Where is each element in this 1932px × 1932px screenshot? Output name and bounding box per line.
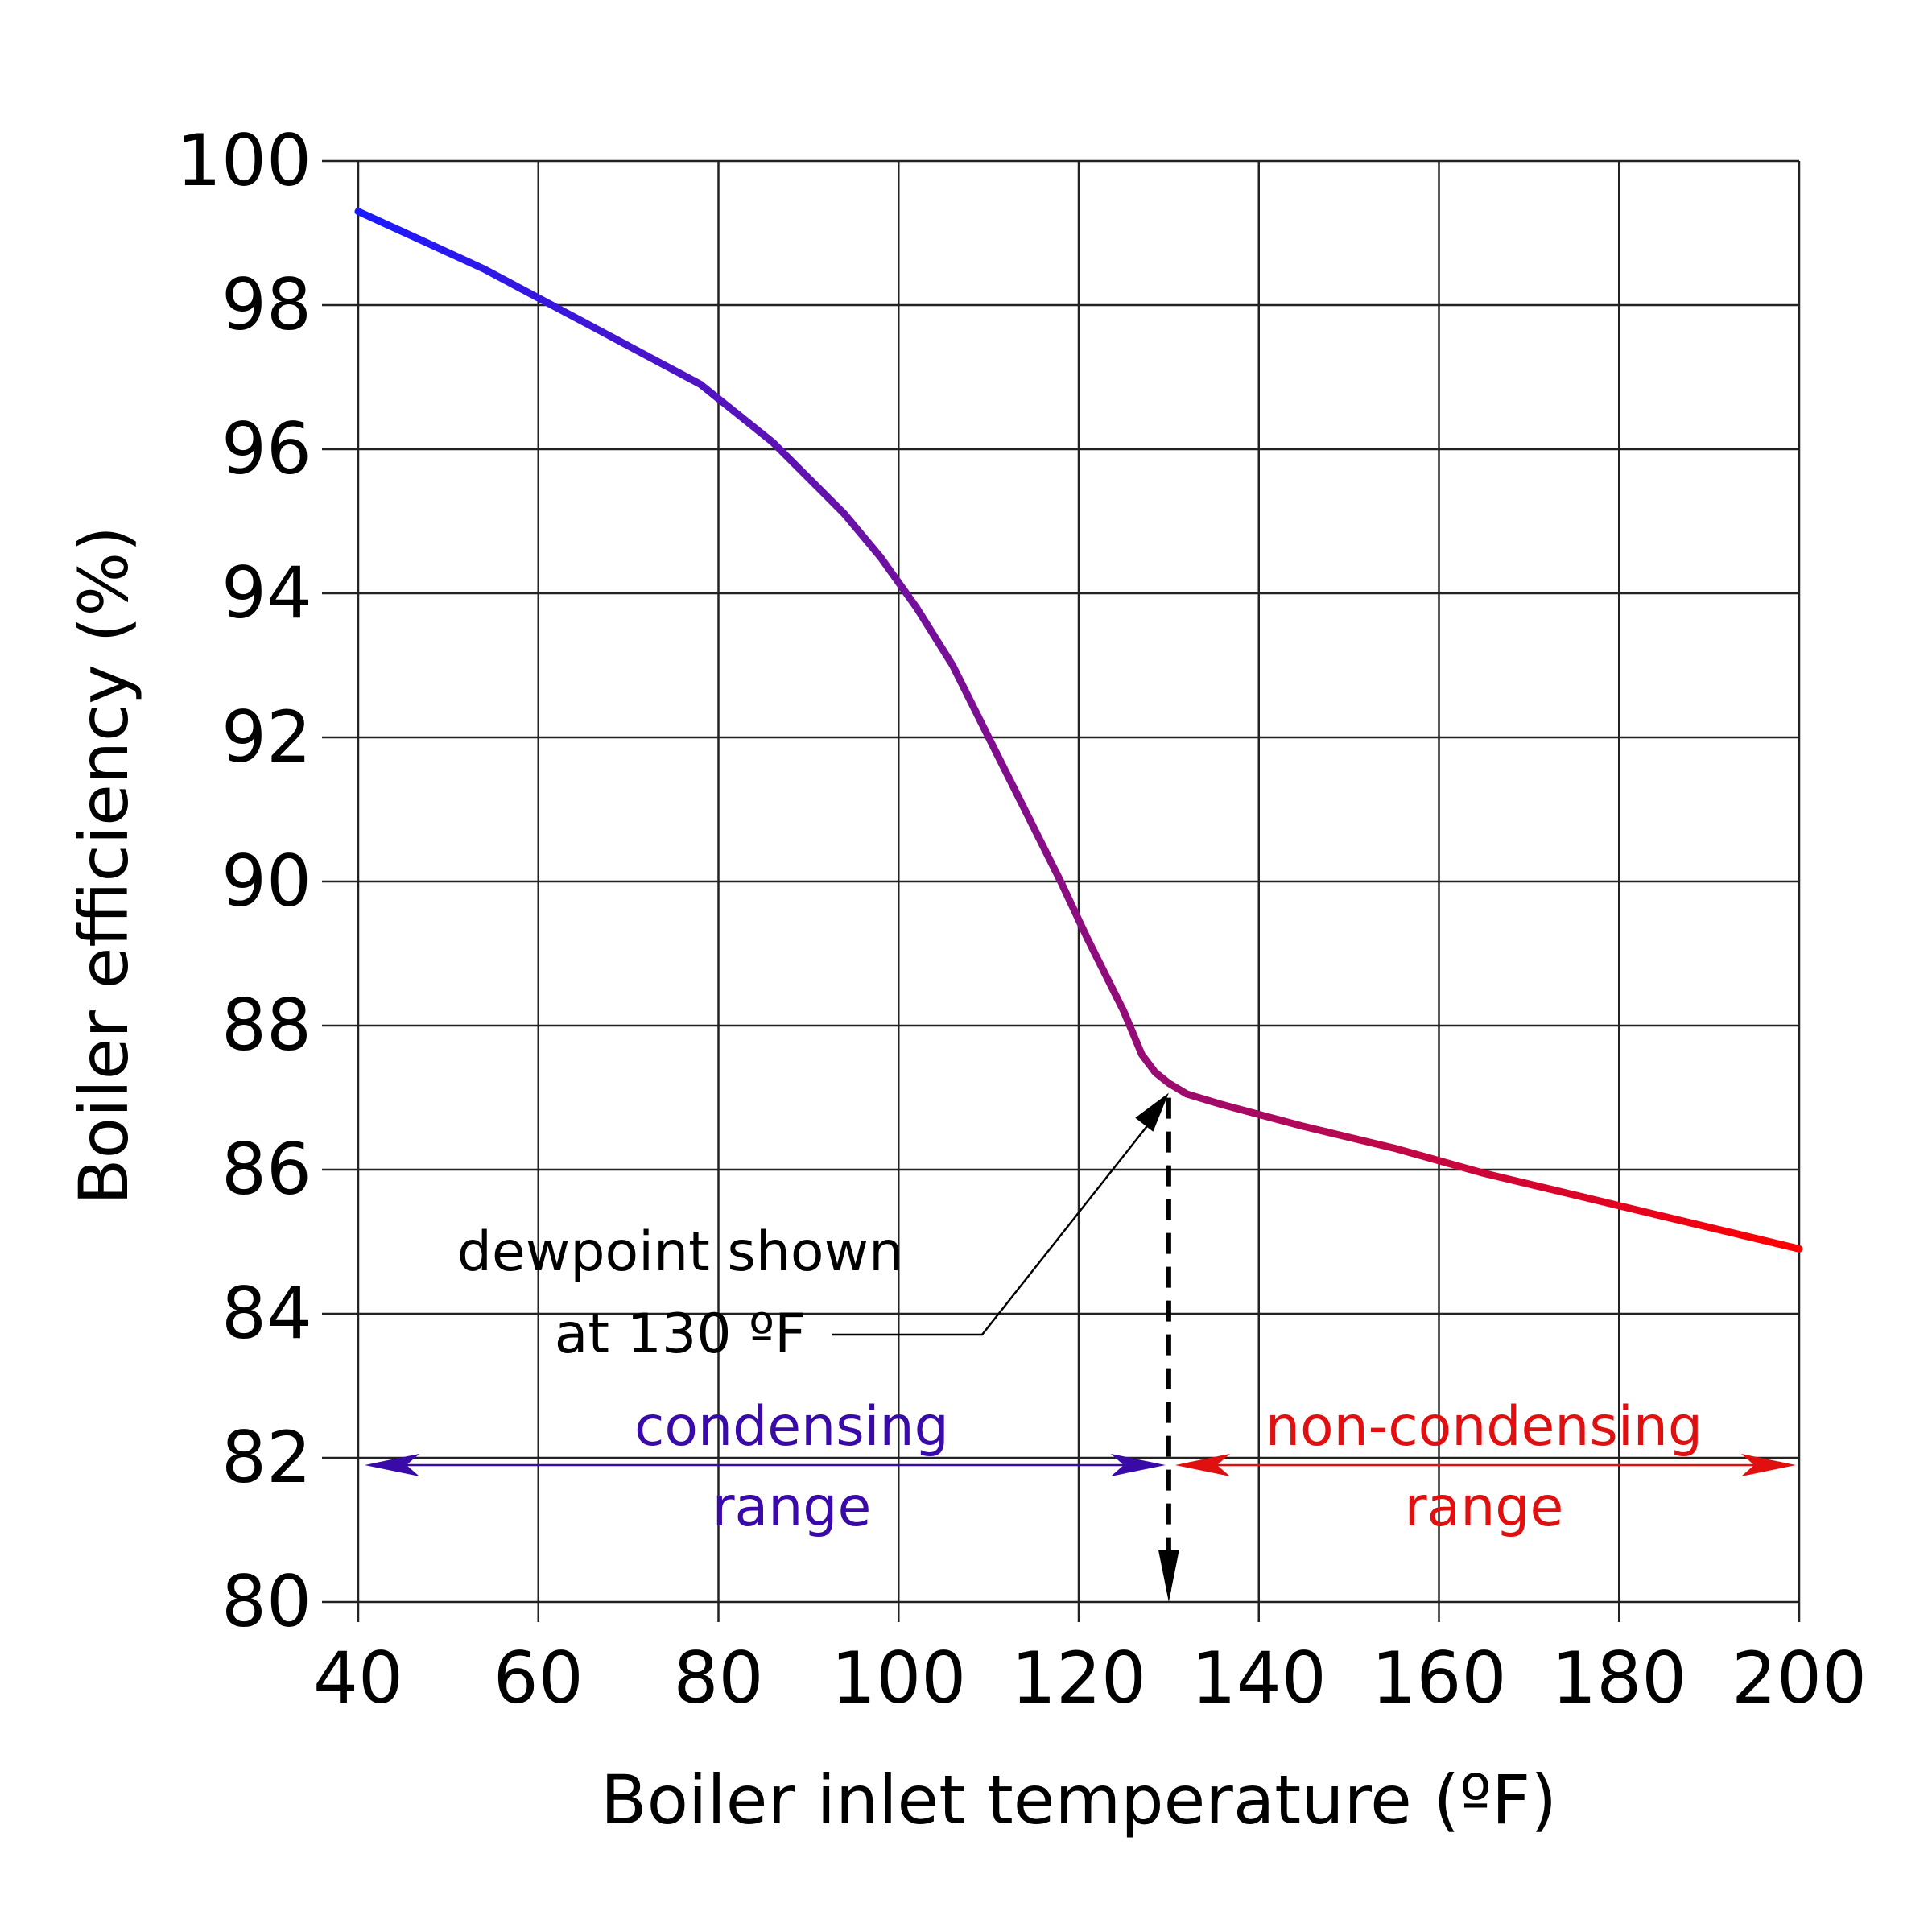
x-tick-label: 40: [313, 1637, 403, 1719]
efficiency-line: [354, 208, 1803, 1253]
x-tick-label: 160: [1372, 1637, 1507, 1719]
dewpoint-arrowhead: [1158, 1550, 1179, 1602]
y-tick-label: 92: [221, 696, 312, 778]
x-axis-title: Boiler inlet temperature (ºF): [601, 1761, 1557, 1839]
y-tick-label: 90: [221, 840, 312, 923]
annotations: dewpoint shown at 130 ºF: [457, 1092, 1179, 1602]
range-label-line-2: range: [712, 1476, 872, 1539]
x-tick-label: 200: [1732, 1637, 1867, 1719]
range-label-line-2: range: [1405, 1476, 1564, 1539]
range-label-line-1: non-condensing: [1265, 1395, 1703, 1459]
grid-lines: [357, 159, 1801, 1604]
range-arrow-right: [1741, 1453, 1796, 1476]
x-tick-label: 100: [831, 1637, 966, 1719]
x-tick-label: 180: [1551, 1637, 1686, 1719]
annotation-line-1: dewpoint shown: [457, 1220, 904, 1284]
efficiency-curve: [354, 208, 1803, 1253]
y-tick-label: 94: [221, 551, 312, 634]
y-tick-label: 100: [176, 119, 312, 202]
y-tick-label: 88: [221, 984, 312, 1067]
y-tick-label: 98: [221, 263, 312, 346]
annotation-arrowhead: [1135, 1092, 1169, 1132]
axis-ticks: 80 82 84 86 88 90 92 94 96 98 100 40 60 80 100 120 140 16…: [176, 119, 1867, 1719]
x-tick-label: 60: [493, 1637, 584, 1719]
y-tick-label: 84: [221, 1272, 312, 1355]
range-arrow-right: [1110, 1453, 1166, 1476]
x-tick-label: 80: [674, 1637, 764, 1719]
y-tick-label: 82: [221, 1416, 312, 1499]
x-tick-label: 140: [1191, 1637, 1327, 1719]
range-arrow-left: [365, 1453, 419, 1476]
annotation-leader: [832, 1116, 1155, 1336]
x-tick-label: 120: [1011, 1637, 1146, 1719]
y-axis-title: Boiler efficiency (%): [64, 526, 143, 1205]
y-tick-label: 86: [221, 1128, 312, 1211]
annotation-line-2: at 130 ºF: [555, 1302, 807, 1366]
y-tick-label: 80: [221, 1560, 312, 1643]
y-tick-label: 96: [221, 407, 312, 490]
range-label-line-1: condensing: [634, 1395, 949, 1459]
range-arrows: condensing range non-condensing range: [365, 1395, 1796, 1539]
range-arrow-left: [1174, 1453, 1230, 1476]
